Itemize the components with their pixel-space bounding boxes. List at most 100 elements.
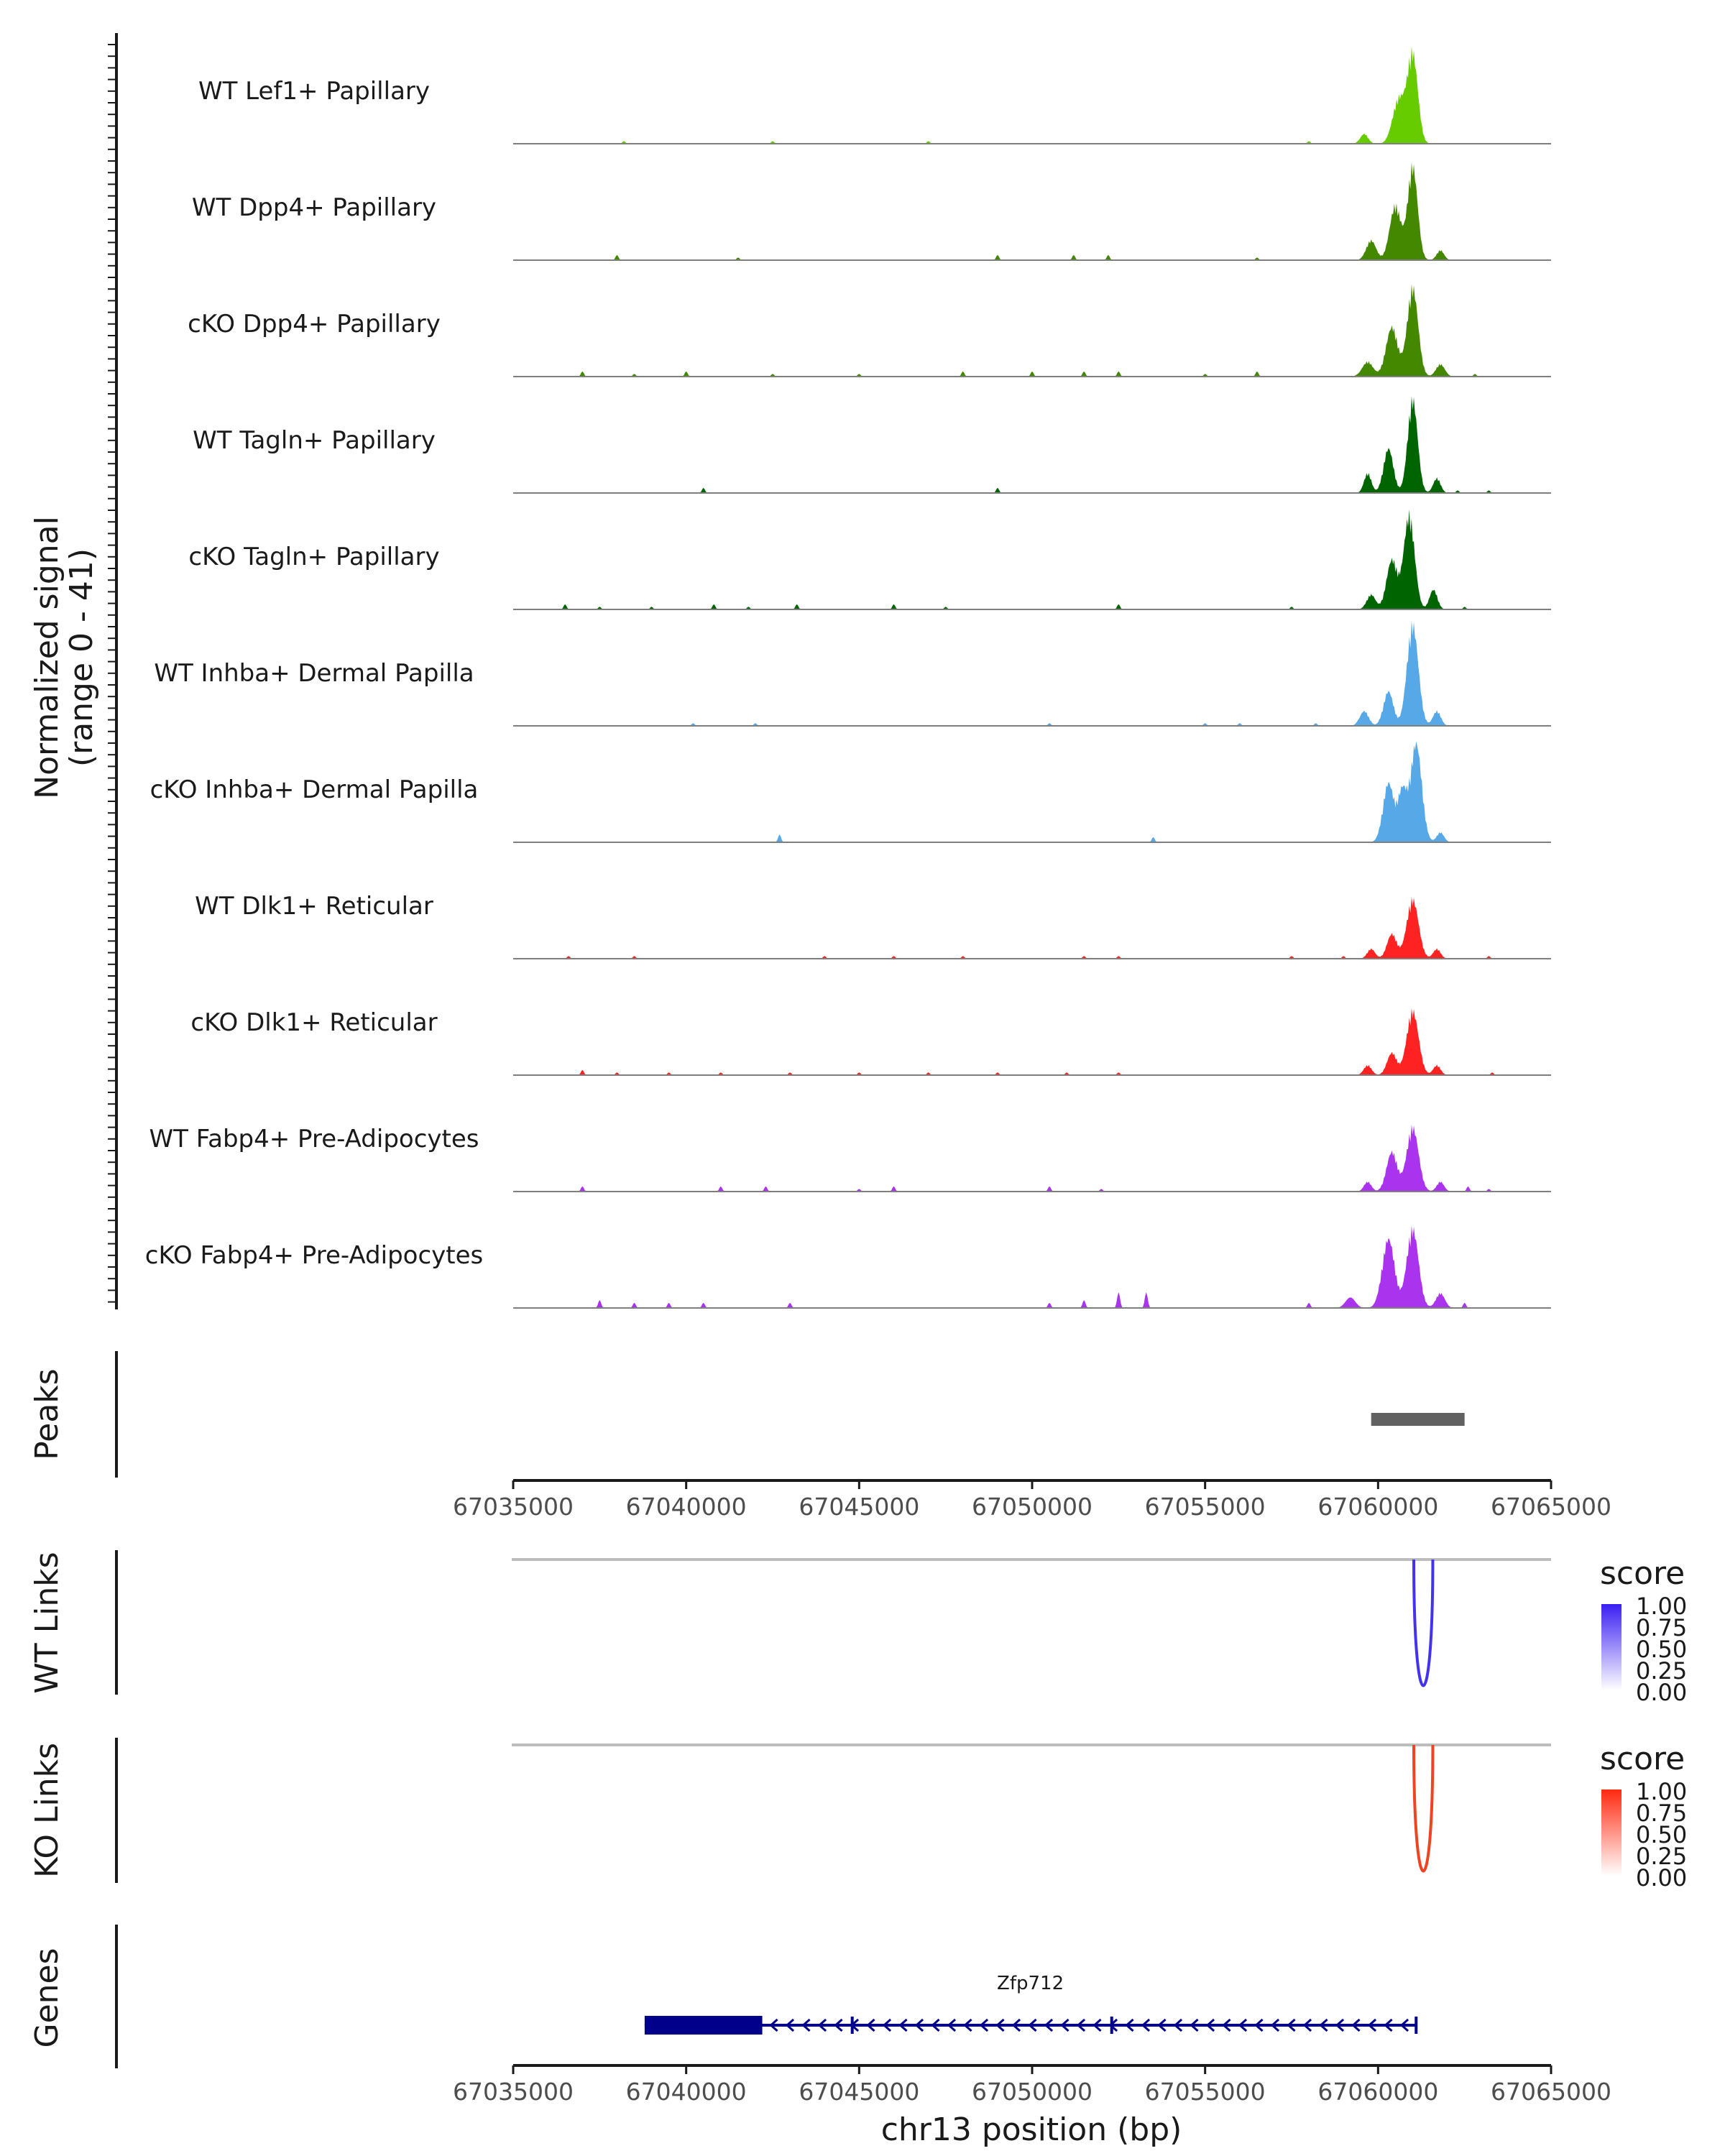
gene-strand-arrow	[979, 2018, 989, 2032]
track-9: WT Fabp4+ Pre-Adipocytes	[150, 1124, 1551, 1192]
gene-strand-arrow	[914, 2018, 924, 2032]
x-tick-label: 67035000	[453, 1493, 574, 1521]
track-label: WT Dpp4+ Papillary	[192, 193, 436, 222]
track-coverage-area	[513, 1124, 1551, 1192]
track-4: cKO Tagln+ Papillary	[188, 509, 1551, 610]
coverage-y-axis	[108, 33, 118, 1309]
x-tick-label: 67065000	[1491, 1493, 1611, 1521]
x-tick-label: 67045000	[799, 2078, 919, 2106]
x-tick-label: 67060000	[1317, 1493, 1438, 1521]
track-coverage-area	[513, 741, 1551, 842]
gene-strand-arrow	[1351, 2018, 1361, 2032]
track-coverage-area	[513, 620, 1551, 726]
track-coverage-area	[513, 1225, 1551, 1308]
wt-legend-label: 0.75	[1636, 1614, 1687, 1641]
track-coverage-area	[513, 396, 1551, 493]
gene-strand-arrow	[1287, 2018, 1296, 2032]
wt-legend-title: score	[1600, 1555, 1685, 1592]
track-6: cKO Inhba+ Dermal Papilla	[150, 741, 1551, 843]
genes-panel-label: Genes	[29, 1948, 65, 2047]
wt-legend-label: 1.00	[1636, 1593, 1687, 1620]
gene-strand-arrow	[898, 2018, 908, 2032]
wt-score-legend: score 1.00 0.75 0.50 0.25 0.00	[1600, 1555, 1687, 1706]
wt-link-arc	[1412, 1559, 1435, 1687]
ko-legend-colorbar	[1601, 1789, 1622, 1876]
peak-region	[1371, 1413, 1465, 1426]
track-5: WT Inhba+ Dermal Papilla	[154, 620, 1551, 727]
ko-legend-label: 0.50	[1636, 1821, 1687, 1848]
gene-strand-arrow	[866, 2018, 875, 2032]
gene-strand-arrow	[1076, 2018, 1086, 2032]
track-coverage-area	[513, 509, 1551, 609]
wt-legend-label: 0.50	[1636, 1636, 1687, 1663]
wt-legend-label: 0.25	[1636, 1657, 1687, 1685]
track-label: WT Fabp4+ Pre-Adipocytes	[150, 1125, 479, 1153]
ko-link-arc	[1412, 1744, 1435, 1873]
track-coverage-area	[513, 162, 1551, 260]
gene-strand-arrow	[1141, 2018, 1151, 2032]
track-7: WT Dlk1+ Reticular	[195, 892, 1551, 959]
wt-links-panel-label: WT Links	[29, 1552, 65, 1693]
track-8: cKO Dlk1+ Reticular	[190, 1008, 1551, 1076]
x-tick-label: 67055000	[1145, 2078, 1266, 2106]
coverage-ylabel-line2: (range 0 - 41)	[63, 548, 100, 767]
gene-strand-arrow	[947, 2018, 957, 2032]
track-coverage-area	[513, 897, 1551, 959]
gene-strand-arrow	[995, 2018, 1005, 2032]
wt-legend-colorbar	[1601, 1604, 1622, 1690]
ko-legend-label: 0.25	[1636, 1843, 1687, 1870]
track-label: cKO Tagln+ Papillary	[188, 543, 439, 571]
gene-strand-arrow	[1092, 2018, 1102, 2032]
gene-strand-arrow	[1270, 2018, 1280, 2032]
gene-strand-arrow	[834, 2018, 843, 2032]
x-tick-label: 67045000	[799, 1493, 919, 1521]
track-0: WT Lef1+ Papillary	[198, 46, 1551, 144]
track-label: WT Dlk1+ Reticular	[195, 892, 433, 921]
coverage-tracks: WT Lef1+ Papillary WT Dpp4+ Papillary cKO …	[145, 46, 1551, 1309]
ko-links-panel-label: KO Links	[29, 1743, 65, 1878]
x-tick-label: 67050000	[972, 1493, 1092, 1521]
gene-strand-arrow	[963, 2018, 972, 2032]
ko-legend-title: score	[1600, 1741, 1685, 1777]
gene-strand-arrow	[1011, 2018, 1021, 2032]
gene-strand-arrow	[801, 2018, 811, 2032]
gene-strand-arrow	[1157, 2018, 1167, 2032]
gene-strand-arrow	[1399, 2018, 1409, 2032]
gene-strand-arrow	[1173, 2018, 1183, 2032]
x-tick-label: 67035000	[453, 2078, 574, 2106]
gene-strand-arrow	[1060, 2018, 1070, 2032]
coverage-ylabel-line1: Normalized signal	[29, 516, 65, 799]
gene-strand-arrow	[1367, 2018, 1377, 2032]
gene-strand-arrow	[1222, 2018, 1231, 2032]
track-label: cKO Inhba+ Dermal Papilla	[150, 775, 479, 804]
peaks-panel-label: Peaks	[29, 1368, 65, 1460]
gene-strand-arrow	[1205, 2018, 1215, 2032]
gene-model	[644, 2016, 1418, 2035]
gene-strand-arrow	[769, 2018, 778, 2032]
x-tick-label: 67060000	[1317, 2078, 1438, 2106]
x-tick-label: 67050000	[972, 2078, 1092, 2106]
track-label: cKO Dpp4+ Papillary	[188, 310, 441, 338]
track-2: cKO Dpp4+ Papillary	[188, 284, 1551, 377]
gene-strand-arrow	[785, 2018, 795, 2032]
x-axis-genes: 67035000 67040000 67045000 67050000 67055000…	[453, 2064, 1611, 2106]
track-label: WT Tagln+ Papillary	[193, 426, 436, 455]
track-3: WT Tagln+ Papillary	[193, 396, 1551, 494]
gene-strand-arrow	[931, 2018, 940, 2032]
gene-strand-arrow	[1190, 2018, 1199, 2032]
gene-strand-arrow	[1044, 2018, 1054, 2032]
gene-strand-arrow	[1238, 2018, 1248, 2032]
ko-legend-label: 0.00	[1636, 1864, 1687, 1892]
x-axis-title: chr13 position (bp)	[881, 2111, 1182, 2148]
track-label: cKO Dlk1+ Reticular	[190, 1008, 437, 1037]
x-tick-label: 67040000	[626, 2078, 747, 2106]
gene-strand-arrow	[1384, 2018, 1393, 2032]
x-tick-label: 67055000	[1145, 1493, 1266, 1521]
ko-score-legend: score 1.00 0.75 0.50 0.25 0.00	[1600, 1741, 1687, 1892]
ko-legend-label: 0.75	[1636, 1800, 1687, 1827]
gene-strand-arrow	[1335, 2018, 1345, 2032]
x-tick-label: 67065000	[1491, 2078, 1611, 2106]
gene-exon	[644, 2016, 763, 2035]
gene-strand-arrow	[850, 2018, 860, 2032]
